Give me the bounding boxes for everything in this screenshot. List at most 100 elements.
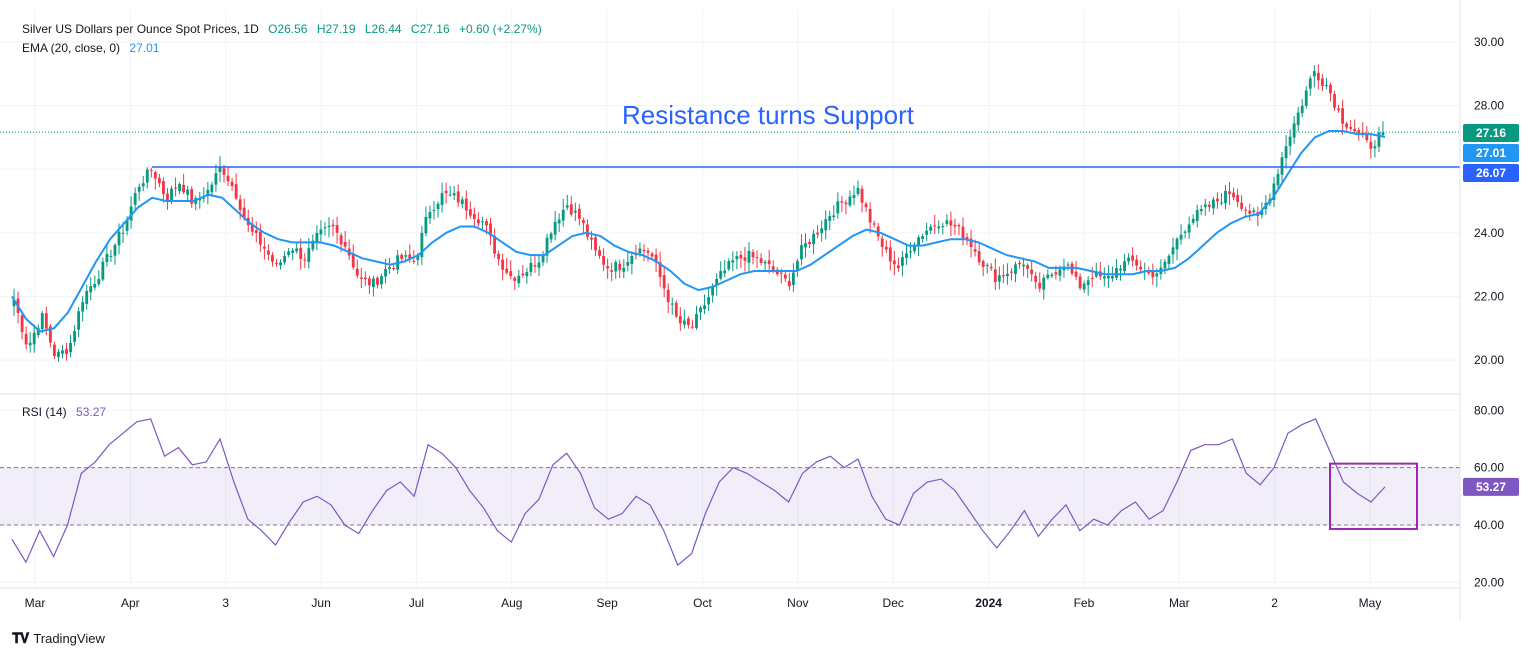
- candle: [109, 249, 113, 262]
- candle-body: [921, 236, 925, 240]
- candle: [699, 305, 702, 321]
- candle: [28, 332, 32, 353]
- candle: [1240, 195, 1244, 212]
- candle: [436, 201, 440, 218]
- candle: [32, 324, 36, 353]
- candle: [315, 225, 319, 251]
- candle-body: [573, 210, 577, 213]
- candle-body: [436, 203, 440, 210]
- candle: [456, 184, 460, 207]
- candle: [594, 235, 597, 256]
- candle-body: [210, 184, 214, 193]
- candle-body: [279, 262, 282, 266]
- candle: [892, 250, 896, 276]
- candle-body: [145, 169, 149, 183]
- candle: [759, 253, 763, 266]
- candle: [1171, 237, 1175, 264]
- candle: [1078, 273, 1082, 291]
- candle: [678, 307, 682, 331]
- candle-body: [1341, 108, 1345, 124]
- candle-body: [1022, 264, 1025, 267]
- candle-body: [400, 254, 404, 259]
- y-tick-label: 22.00: [1474, 290, 1504, 304]
- candle-body: [149, 170, 153, 172]
- candle: [303, 253, 307, 268]
- candle: [1086, 276, 1090, 296]
- candle: [1320, 74, 1324, 92]
- candle: [105, 245, 109, 267]
- candle-body: [699, 307, 702, 313]
- candle: [634, 244, 638, 260]
- candle-body: [36, 328, 40, 336]
- candle-body: [735, 256, 739, 260]
- candle: [501, 253, 505, 281]
- candle: [1308, 75, 1312, 96]
- candle: [565, 194, 569, 211]
- candle: [287, 248, 291, 258]
- candle: [424, 206, 428, 237]
- candle: [1159, 259, 1163, 280]
- candle: [981, 259, 985, 277]
- candle: [1175, 236, 1179, 261]
- candle: [840, 196, 844, 213]
- candle: [1010, 268, 1013, 281]
- candle-body: [125, 220, 129, 231]
- brand-name[interactable]: TradingView: [33, 631, 105, 646]
- candle: [723, 260, 727, 278]
- candle: [1248, 204, 1252, 221]
- candle-body: [658, 262, 662, 278]
- candle: [363, 271, 367, 286]
- candle-body: [380, 276, 383, 285]
- candle-body: [1280, 157, 1284, 175]
- footer[interactable]: 𝐓𝐕 TradingView: [12, 630, 105, 647]
- candle-body: [315, 232, 319, 243]
- candle: [545, 233, 549, 263]
- tradingview-logo-icon[interactable]: 𝐓𝐕: [12, 630, 29, 646]
- candle: [864, 201, 868, 213]
- candle: [707, 286, 711, 312]
- candle: [174, 177, 177, 197]
- candle: [20, 310, 24, 340]
- candle-body: [460, 199, 464, 205]
- candle: [549, 231, 553, 244]
- candle-body: [529, 262, 533, 272]
- candle-body: [844, 202, 848, 205]
- candle-body: [1042, 277, 1046, 290]
- candle-body: [840, 201, 844, 203]
- candle: [440, 182, 444, 213]
- candle-body: [1058, 269, 1062, 276]
- candle: [186, 185, 190, 202]
- candle: [804, 233, 807, 258]
- x-tick-label: Nov: [787, 596, 808, 610]
- candle-body: [1014, 264, 1017, 274]
- candle: [24, 326, 28, 350]
- candle-body: [569, 204, 573, 215]
- candle-body: [779, 272, 783, 274]
- candle: [1050, 272, 1054, 279]
- candle-body: [141, 183, 145, 187]
- candle-body: [162, 181, 165, 195]
- candle: [1361, 122, 1365, 138]
- candle-body: [1320, 78, 1324, 86]
- candle: [529, 256, 533, 277]
- candle: [1341, 99, 1345, 135]
- candle: [1381, 121, 1385, 137]
- candle-body: [1224, 190, 1227, 204]
- candle-body: [271, 255, 274, 262]
- candle-body: [408, 254, 412, 260]
- candle: [295, 242, 299, 254]
- candle: [949, 211, 953, 237]
- candle-body: [800, 245, 803, 260]
- candle-body: [1010, 271, 1013, 273]
- candle-body: [1207, 204, 1211, 207]
- candle: [602, 248, 606, 272]
- candle-body: [642, 249, 646, 252]
- candle-body: [743, 257, 747, 261]
- candle: [573, 202, 577, 222]
- candle-body: [634, 254, 638, 256]
- candle: [937, 220, 941, 234]
- rsi-tick-label: 80.00: [1474, 403, 1504, 417]
- candle-body: [1337, 108, 1340, 111]
- candle-body: [186, 189, 190, 195]
- candle-body: [586, 224, 589, 237]
